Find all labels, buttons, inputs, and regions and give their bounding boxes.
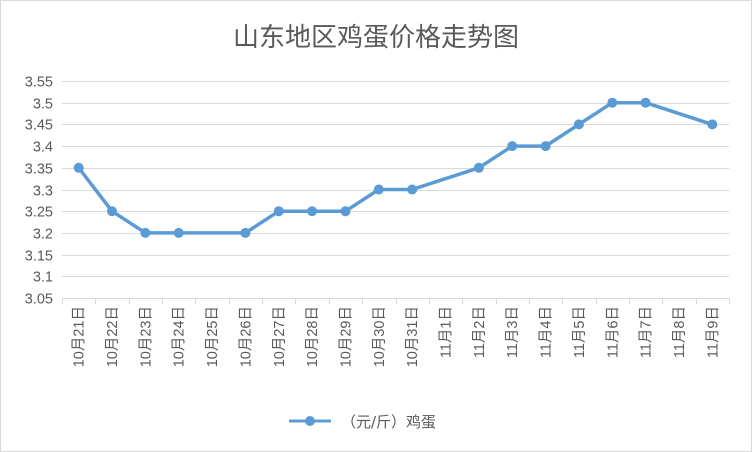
x-tick-label: 10月22日: [105, 306, 121, 367]
data-point: [273, 206, 284, 217]
data-point: [373, 184, 384, 195]
data-point: [340, 206, 351, 217]
x-tick-label: 11月5日: [572, 306, 588, 358]
data-point: [540, 141, 551, 152]
x-tick-label: 10月23日: [138, 306, 154, 367]
y-tick-label: 3.3: [33, 184, 53, 200]
y-tick-label: 3.5: [33, 97, 53, 113]
y-tick-label: 3.2: [33, 227, 53, 243]
y-tick-label: 3.25: [25, 205, 53, 221]
data-point: [640, 97, 651, 108]
data-point: [73, 162, 84, 173]
data-point: [240, 227, 251, 238]
data-point: [173, 227, 184, 238]
data-point: [507, 141, 518, 152]
x-tick-label: 10月24日: [172, 306, 188, 367]
x-tick-label: 10月21日: [72, 306, 88, 367]
y-tick-label: 3.55: [25, 75, 53, 91]
x-tick-label: 11月3日: [505, 306, 521, 358]
data-point: [573, 119, 584, 130]
y-tick-label: 3.45: [25, 118, 53, 134]
series-layer: [73, 97, 718, 238]
x-tick-label: 11月8日: [672, 306, 688, 358]
data-point: [407, 184, 418, 195]
x-tick-label: 11月9日: [705, 306, 721, 358]
data-point: [140, 227, 151, 238]
y-tick-label: 3.4: [33, 140, 53, 156]
series-line: [77, 100, 713, 235]
legend: （元/斤）鸡蛋: [289, 413, 436, 431]
legend-label: （元/斤）鸡蛋: [341, 413, 436, 431]
x-tick-label: 10月31日: [405, 306, 421, 367]
data-point: [473, 162, 484, 173]
y-tick-label: 3.35: [25, 162, 53, 178]
x-tick-label: 10月27日: [272, 306, 288, 367]
x-tick-label: 11月2日: [472, 306, 488, 358]
data-point: [707, 119, 718, 130]
y-tick-label: 3.05: [25, 292, 53, 308]
data-point: [607, 97, 618, 108]
y-tick-label: 3.1: [33, 270, 53, 286]
legend-marker: [305, 416, 315, 426]
x-axis-ticks: 10月21日 10月22日 10月23日 10月24日 10月25日 10月26日 10月2…: [62, 298, 730, 367]
y-tick-label: 3.15: [25, 249, 53, 265]
x-tick-label: 11月1日: [439, 306, 455, 358]
data-point: [307, 206, 318, 217]
x-tick-label: 10月29日: [338, 306, 354, 367]
x-tick-label: 11月4日: [539, 306, 555, 358]
x-tick-label: 11月7日: [639, 306, 655, 358]
chart-title: 山东地区鸡蛋价格走势图: [233, 23, 519, 53]
x-tick-label: 10月26日: [238, 306, 254, 367]
y-axis-ticks: 3.05 3.1 3.15 3.2 3.25 3.3 3.35 3.4 3.45 3.5 3.55: [25, 75, 53, 308]
x-tick-label: 10月30日: [372, 306, 388, 367]
data-point: [107, 206, 117, 217]
x-tick-label: 10月28日: [305, 306, 321, 367]
x-tick-label: 11月6日: [605, 306, 621, 358]
x-tick-label: 10月25日: [205, 306, 221, 367]
